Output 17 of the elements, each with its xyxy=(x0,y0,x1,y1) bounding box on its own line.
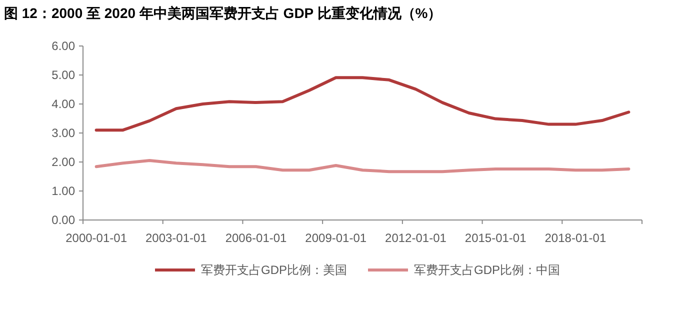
y-tick-label: 0.00 xyxy=(52,213,76,227)
x-tick-label: 2015-01-01 xyxy=(464,231,527,245)
y-tick-label: 2.00 xyxy=(52,155,76,169)
x-tick-label: 2012-01-01 xyxy=(385,231,447,245)
y-tick-label: 5.00 xyxy=(52,68,76,82)
y-tick-label: 3.00 xyxy=(52,126,76,140)
legend-label: 军费开支占GDP比例：中国 xyxy=(414,263,560,277)
title: 图 12：2000 至 2020 年中美两国军费开支占 GDP 比重变化情况（%） xyxy=(4,5,442,21)
y-tick-label: 4.00 xyxy=(52,97,76,111)
x-tick-label: 2000-01-01 xyxy=(66,231,128,245)
y-tick-label: 1.00 xyxy=(52,184,76,198)
legend-label: 军费开支占GDP比例：美国 xyxy=(201,263,348,277)
y-tick-label: 6.00 xyxy=(52,39,76,53)
x-tick-label: 2018-01-01 xyxy=(544,231,606,245)
x-tick-label: 2006-01-01 xyxy=(225,231,288,245)
x-tick-label: 2009-01-01 xyxy=(305,231,367,245)
x-tick-label: 2003-01-01 xyxy=(145,231,208,245)
